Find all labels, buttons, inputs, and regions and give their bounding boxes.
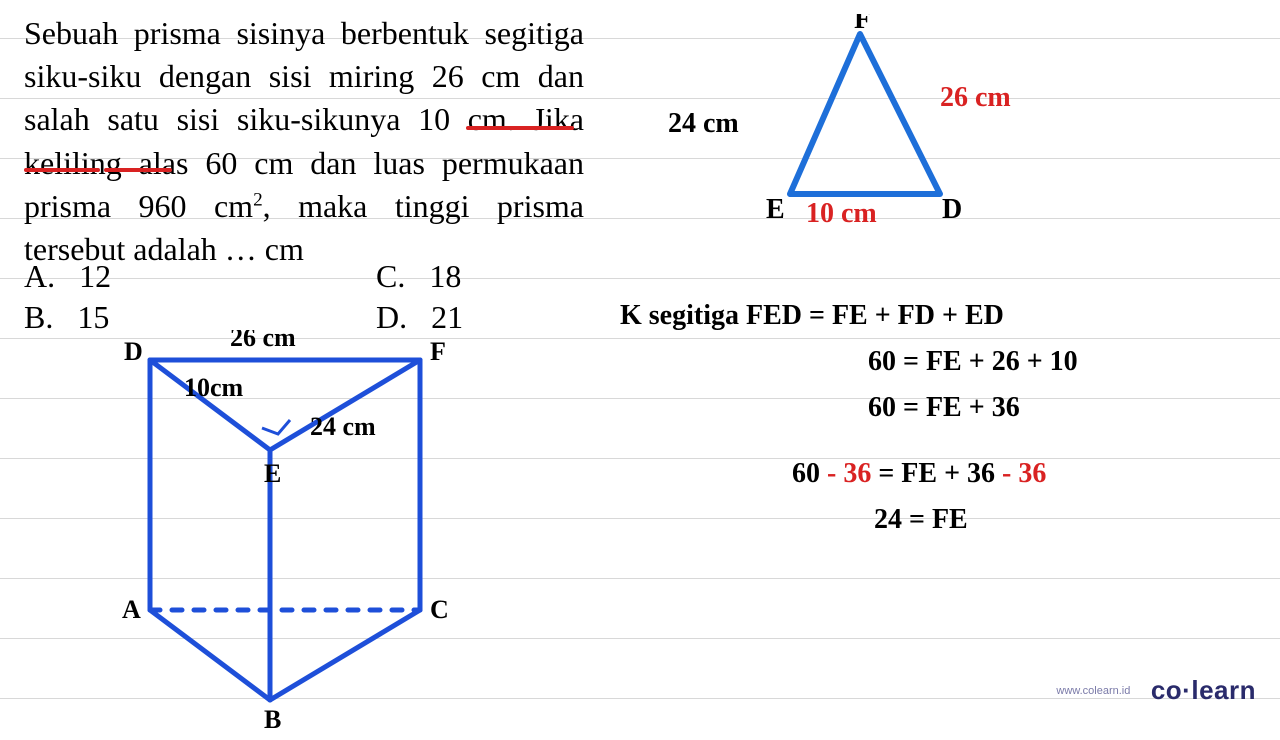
brand-name: co·learn	[1151, 675, 1256, 705]
triangle-diagram: F E D 24 cm 26 cm 10 cm	[640, 14, 1060, 244]
svg-text:26 cm: 26 cm	[940, 82, 1011, 113]
brand-logo: www.colearn.id co·learn	[1056, 675, 1256, 706]
question-text: Sebuah prisma sisinya berbentuk segitiga…	[24, 12, 584, 271]
option-c: C. 18	[376, 258, 463, 295]
svg-text:D: D	[942, 194, 962, 225]
svg-text:F: F	[854, 14, 871, 35]
svg-text:A: A	[122, 595, 141, 624]
svg-text:24 cm: 24 cm	[310, 412, 376, 441]
svg-text:26 cm: 26 cm	[230, 330, 296, 352]
prism-diagram: DFEACB26 cm10cm24 cm	[120, 330, 480, 740]
brand-url: www.colearn.id	[1056, 685, 1130, 697]
option-a: A. 12	[24, 258, 111, 295]
svg-text:E: E	[766, 194, 785, 225]
svg-text:F: F	[430, 337, 446, 366]
svg-text:10cm: 10cm	[184, 373, 244, 402]
svg-text:D: D	[124, 337, 143, 366]
svg-text:E: E	[264, 459, 281, 488]
svg-text:24 cm: 24 cm	[668, 108, 739, 139]
svg-text:10 cm: 10 cm	[806, 198, 877, 229]
option-b: B. 15	[24, 299, 111, 336]
svg-text:C: C	[430, 595, 449, 624]
